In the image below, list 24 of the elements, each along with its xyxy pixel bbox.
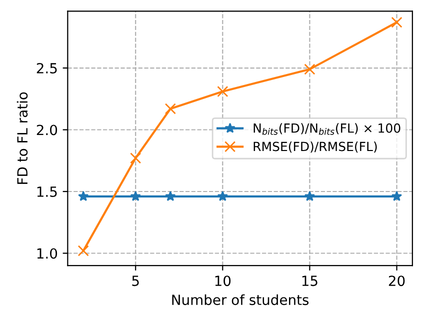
point <box>217 86 228 98</box>
point <box>78 190 89 202</box>
point <box>130 152 142 164</box>
point <box>164 103 176 114</box>
y-tick-label: 1.0 <box>37 248 58 259</box>
y-axis-title: FD to FL ratio <box>16 92 28 184</box>
x-tick-label: 10 <box>215 276 231 286</box>
point <box>165 190 176 202</box>
y-tick-label: 1.5 <box>37 186 57 197</box>
point <box>217 190 228 202</box>
x-axis-title: Number of students <box>172 294 309 306</box>
point <box>304 190 316 202</box>
point <box>391 16 402 28</box>
legend-label: RMSE(FD)/RMSE(FL) <box>254 142 377 153</box>
x-tick-label: 5 <box>132 276 139 286</box>
y-tick-label: 2.0 <box>36 124 58 136</box>
y-tick-label: 2.5 <box>36 62 57 74</box>
point <box>130 190 141 202</box>
point <box>304 64 316 75</box>
legend-label: N$_{bits}$(FD)/N$_{bits}$(FL) × 100 <box>254 123 400 135</box>
x-tick-label: 15 <box>302 276 318 286</box>
point <box>78 245 89 256</box>
x-tick-label: 20 <box>388 276 405 286</box>
point <box>391 190 402 202</box>
